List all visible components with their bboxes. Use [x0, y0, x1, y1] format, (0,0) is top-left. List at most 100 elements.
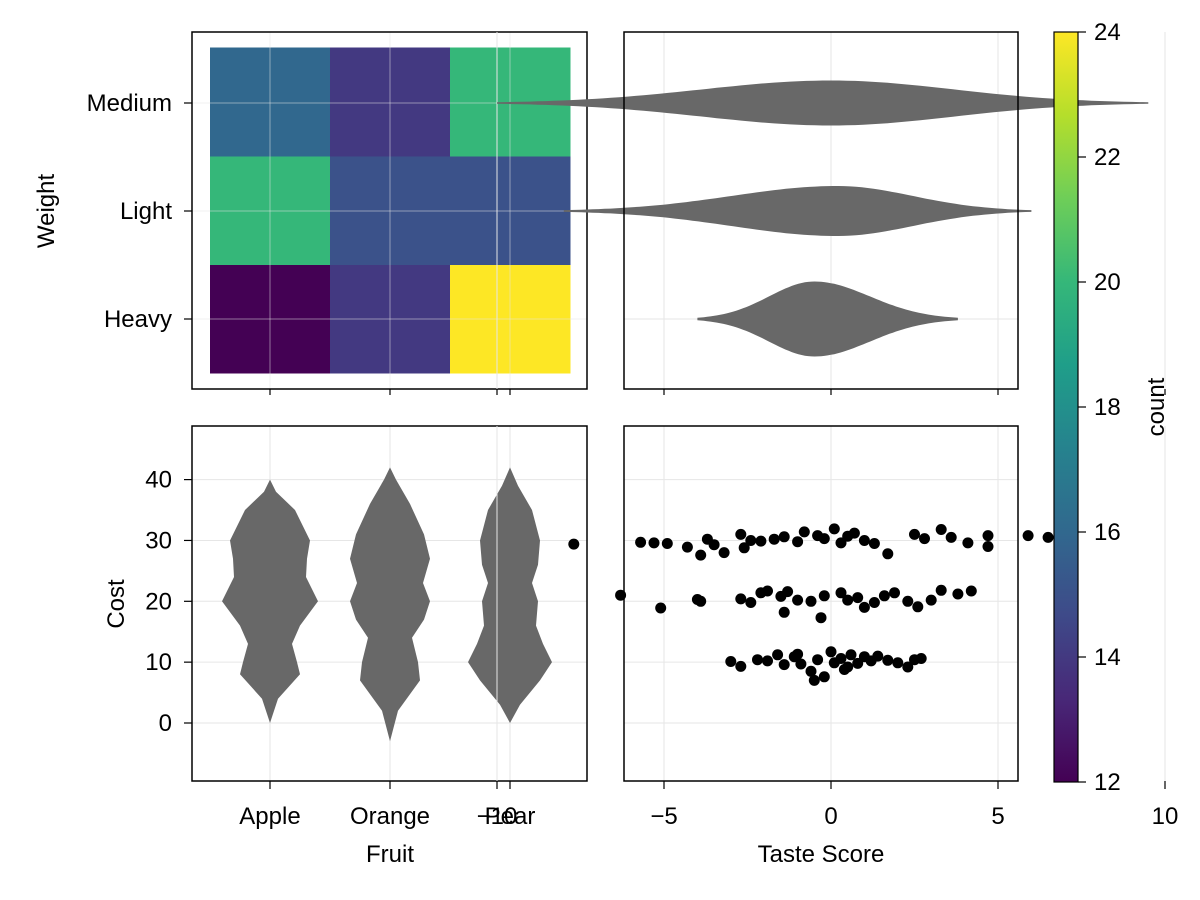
scatter-point [868, 597, 880, 608]
colorbar-tick-label: 12 [1094, 769, 1121, 796]
scatter-frame [623, 425, 1019, 782]
scatter-point [681, 541, 693, 553]
scatter-point [825, 646, 837, 658]
scatter-point [745, 535, 757, 546]
scatter-point [735, 528, 747, 540]
horizontal-violin-panel [496, 31, 1166, 395]
colorbar-label: count [1143, 377, 1170, 436]
scatter-point [725, 656, 737, 667]
violin-h-frame [623, 31, 1019, 390]
x-tick-label: −5 [650, 803, 677, 830]
scatter-point [782, 586, 794, 598]
scatter-point [925, 594, 937, 606]
scatter-point [902, 661, 914, 673]
scatter-point [858, 601, 870, 613]
y-tick-label: 10 [145, 649, 172, 676]
scatter-point [792, 536, 804, 548]
scatter-point [778, 531, 790, 543]
y-tick-label: Medium [87, 90, 172, 117]
scatter-point [868, 538, 880, 549]
scatter-point [568, 538, 580, 550]
scatter-point [1042, 531, 1054, 543]
scatter-point [935, 524, 947, 535]
scatter-point [718, 547, 730, 559]
colorbar-panel: 12 14 16 18 20 22 24 [1053, 19, 1121, 796]
colorbar-tick-label: 22 [1094, 144, 1121, 171]
colorbar-gradient [1053, 31, 1079, 783]
x-tick-label: −10 [477, 803, 518, 830]
x-tick-label: Pear [485, 803, 536, 830]
colorbar-tick-label: 14 [1094, 644, 1121, 671]
scatter-point [835, 653, 847, 664]
scatter-point [818, 533, 830, 545]
scatter-point [812, 654, 824, 666]
scatter-point [818, 671, 830, 683]
scatter-point [945, 531, 957, 543]
colorbar-tick-label: 16 [1094, 519, 1121, 546]
scatter-point [889, 587, 900, 599]
scatter-point [805, 595, 817, 607]
violin-light [563, 186, 1032, 236]
scatter-point [752, 654, 763, 666]
x-tick-label: 5 [991, 803, 1004, 830]
scatter-point [852, 592, 864, 604]
scatter-point [755, 535, 767, 547]
scatter-point [695, 595, 707, 607]
scatter-point [982, 530, 994, 542]
scatter-point [768, 533, 780, 545]
scatter-point [842, 661, 854, 673]
scatter-point [695, 549, 707, 561]
colorbar-tick-label: 18 [1094, 394, 1121, 421]
scatter-point [835, 537, 847, 549]
scatter-point [792, 648, 804, 660]
scatter-point [708, 539, 720, 551]
scatter-point [962, 537, 974, 549]
heatmap-panel: Heavy Light Medium [87, 31, 588, 395]
scatter-point [845, 649, 857, 661]
scatter-point [909, 528, 920, 540]
scatter-point [882, 548, 894, 560]
y-tick-label: Heavy [104, 306, 172, 333]
violin-orange [350, 467, 430, 742]
scatter-point [648, 537, 660, 549]
scatter-point [635, 536, 647, 548]
violin-xlabel: Fruit [366, 841, 414, 868]
colorbar-tick-label: 20 [1094, 269, 1121, 296]
scatter-point [795, 658, 807, 670]
scatter-point [878, 590, 890, 602]
x-tick-label: Apple [239, 803, 300, 830]
scatter-point [892, 657, 904, 669]
scatter-point [919, 533, 930, 545]
violin-ylabel: Cost [103, 579, 130, 629]
scatter-point [818, 590, 830, 602]
scatter-point [808, 674, 820, 686]
scatter-point [735, 593, 747, 605]
scatter-point [745, 597, 757, 608]
scatter-point [798, 526, 810, 538]
scatter-point [982, 541, 994, 552]
scatter-point [778, 659, 790, 671]
y-tick-label: 40 [145, 467, 172, 494]
violin-medium [497, 80, 1149, 126]
scatter-point [842, 594, 854, 606]
scatter-point [805, 665, 817, 677]
scatter-point [912, 601, 924, 613]
scatter-point [902, 595, 914, 607]
violin-pear [468, 467, 552, 723]
scatter-point [915, 653, 927, 664]
scatter-point [655, 602, 667, 614]
scatter-point [738, 542, 750, 554]
scatter-point [828, 523, 840, 535]
scatter-point [1022, 530, 1034, 542]
scatter-point [762, 585, 773, 597]
scatter-point [935, 584, 947, 596]
scatter-point [661, 538, 673, 549]
y-tick-label: Light [120, 198, 172, 225]
scatter-point [835, 587, 847, 599]
x-tick-label: Orange [350, 803, 430, 830]
heatmap-ylabel: Weight [33, 174, 60, 249]
x-tick-label: 10 [1152, 803, 1179, 830]
scatter-point [965, 585, 977, 597]
scatter-point [772, 649, 784, 661]
vertical-violin-panel: 0 10 20 30 40 Apple Orange Pear [145, 425, 588, 830]
